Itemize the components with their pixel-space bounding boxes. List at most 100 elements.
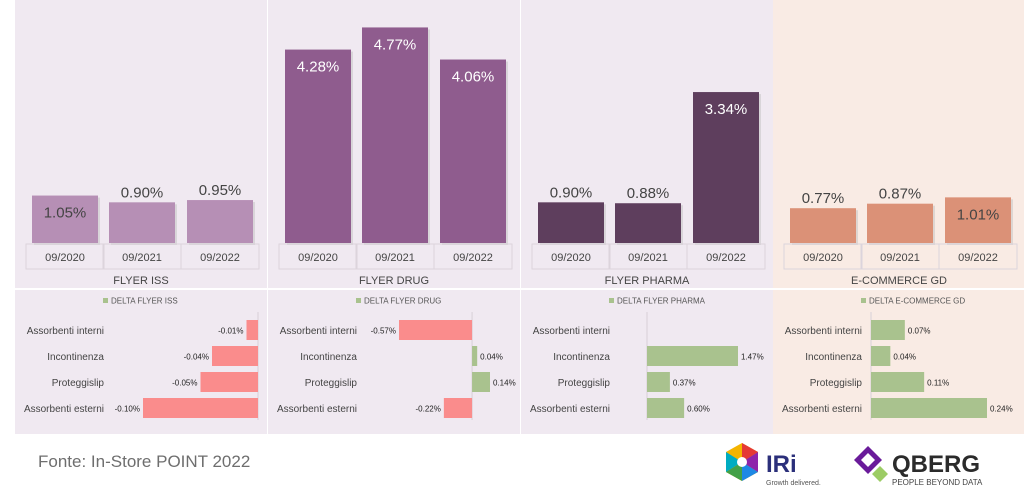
bar-value-label: 0.90% (550, 184, 593, 201)
delta-value-label: -0.57% (371, 327, 396, 336)
category-cell (783, 243, 863, 270)
delta-value-label: 0.07% (908, 327, 931, 336)
flyer-pharma-panel: 0.90% 09/2020 0.88% 09/2021 3.34% 09/2022 FLYE… (521, 0, 773, 434)
bar-09/2022 (945, 197, 1011, 243)
delta-value-label: 1.47% (741, 353, 764, 362)
delta-category-label: Proteggislip (52, 378, 105, 389)
delta-value-label: -0.01% (218, 327, 243, 336)
delta-bar (472, 346, 478, 366)
logos: IRi Growth delivered. QBERG PEOPLE BEYON… (726, 443, 983, 487)
delta-legend: DELTA FLYER DRUG (364, 297, 441, 306)
category-label: 09/2021 (628, 252, 668, 264)
category-label: 09/2022 (706, 252, 746, 264)
bar-09/2021 (362, 27, 428, 243)
category-label: 09/2022 (453, 252, 493, 264)
panel-label: FLYER PHARMA (605, 275, 690, 287)
category-cell (531, 243, 611, 270)
category-label: 09/2020 (45, 252, 85, 264)
category-label: 09/2022 (958, 252, 998, 264)
bar-value-label: 3.34% (705, 101, 748, 118)
panel-separator (15, 288, 267, 290)
category-cell (180, 243, 260, 270)
delta-category-label: Proteggislip (558, 378, 611, 389)
delta-category-label: Incontinenza (805, 352, 862, 363)
bar-value-label: 0.87% (879, 186, 922, 203)
iri-logo-icon (726, 443, 758, 481)
bar-09/2021 (867, 203, 933, 243)
bar-09/2020 (538, 202, 604, 243)
delta-value-label: -0.05% (172, 379, 197, 388)
delta-bar (246, 320, 258, 340)
bar-09/2022 (693, 92, 759, 243)
flyer-iss-bar-chart: 1.05% 09/2020 0.90% 09/2021 0.95% 09/2022 FLYE… (25, 182, 260, 287)
category-label: 09/2021 (375, 252, 415, 264)
panel-separator (773, 288, 1024, 290)
delta-bar (212, 346, 258, 366)
category-cell (25, 243, 105, 270)
delta-legend: DELTA E-COMMERCE GD (869, 297, 965, 306)
delta-category-label: Incontinenza (300, 352, 357, 363)
delta-value-label: 0.24% (990, 405, 1013, 414)
iri-logo-name: IRi (766, 451, 797, 478)
delta-value-label: 0.04% (480, 353, 503, 362)
source-note: Fonte: In-Store POINT 2022 (38, 452, 251, 471)
panel-label: E-COMMERCE GD (851, 275, 947, 287)
delta-category-label: Incontinenza (47, 352, 104, 363)
flyer-drug-panel: 4.28% 09/2020 4.77% 09/2021 4.06% 09/2022 FLYE… (268, 0, 520, 434)
flyer-pharma-bar-chart: 0.90% 09/2020 0.88% 09/2021 3.34% 09/2022 FLYE… (531, 92, 766, 287)
delta-category-label: Assorbenti interni (27, 326, 104, 337)
delta-bar (399, 320, 473, 340)
legend-swatch (861, 298, 866, 303)
delta-category-label: Incontinenza (553, 352, 610, 363)
delta-bar (871, 398, 987, 418)
delta-category-label: Assorbenti interni (785, 326, 862, 337)
category-label: 09/2020 (803, 252, 843, 264)
bar-09/2021 (109, 202, 175, 243)
legend-swatch (356, 298, 361, 303)
delta-value-label: -0.22% (415, 405, 440, 414)
panel-separator (521, 288, 773, 290)
flyer-iss-panel: 1.05% 09/2020 0.90% 09/2021 0.95% 09/2022 FLYE… (15, 0, 267, 434)
bar-09/2022 (440, 59, 506, 244)
delta-bar (647, 372, 670, 392)
qberg-logo-icon (854, 446, 888, 482)
legend-swatch (103, 298, 108, 303)
delta-bar (200, 372, 258, 392)
delta-bar (871, 372, 925, 392)
delta-category-label: Proteggislip (305, 378, 358, 389)
bar-09/2020 (285, 49, 351, 244)
bar-09/2022 (187, 200, 253, 243)
delta-category-label: Proteggislip (810, 378, 863, 389)
ecommerce-gd-panel: 0.77% 09/2020 0.87% 09/2021 1.01% 09/2022 E-CO… (773, 0, 1024, 434)
qberg-logo-tagline: PEOPLE BEYOND DATA (892, 478, 983, 487)
qberg-logo-name: QBERG (892, 451, 980, 478)
bar-value-label: 0.90% (121, 184, 164, 201)
delta-category-label: Assorbenti interni (280, 326, 357, 337)
delta-legend: DELTA FLYER ISS (111, 297, 178, 306)
ecommerce-gd-bar-chart: 0.77% 09/2020 0.87% 09/2021 1.01% 09/2022 E-CO… (783, 186, 1018, 287)
delta-category-label: Assorbenti esterni (277, 404, 357, 415)
delta-value-label: -0.04% (184, 353, 209, 362)
flyer-drug-bar-chart: 4.28% 09/2020 4.77% 09/2021 4.06% 09/2022 FLYE… (278, 27, 513, 287)
panel-label: FLYER ISS (113, 275, 168, 287)
bar-value-label: 4.06% (452, 69, 495, 86)
delta-bar (647, 398, 685, 418)
bar-value-label: 1.05% (44, 205, 87, 222)
delta-category-label: Assorbenti esterni (530, 404, 610, 415)
bar-value-label: 0.77% (802, 190, 845, 207)
category-cell (433, 243, 513, 270)
delta-bar (472, 372, 490, 392)
bar-09/2021 (615, 203, 681, 243)
bar-09/2020 (32, 195, 98, 243)
bar-09/2020 (790, 208, 856, 243)
delta-category-label: Assorbenti esterni (24, 404, 104, 415)
delta-value-label: 0.60% (687, 405, 710, 414)
delta-bar (647, 346, 738, 366)
flyer-iss-delta-chart: DELTA FLYER ISS Assorbenti interni -0.01% I… (24, 297, 259, 420)
flyer-drug-delta-chart: DELTA FLYER DRUG Assorbenti interni -0.57%… (277, 297, 516, 420)
delta-bar (443, 398, 473, 418)
flyer-pharma-delta-chart: DELTA FLYER PHARMA Assorbenti interni Inco… (530, 297, 764, 420)
bar-value-label: 4.77% (374, 36, 417, 53)
ecommerce-gd-delta-chart: DELTA E-COMMERCE GD Assorbenti interni 0.0… (782, 297, 1013, 420)
category-label: 09/2022 (200, 252, 240, 264)
